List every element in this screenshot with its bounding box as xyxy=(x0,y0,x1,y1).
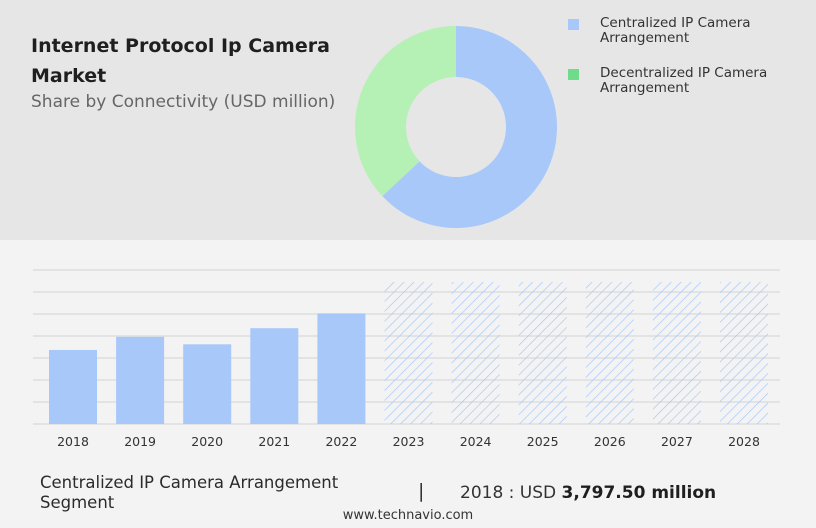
x-tick-label-2022: 2022 xyxy=(325,434,357,449)
x-tick-label-2023: 2023 xyxy=(393,434,425,449)
legend-label-decentralized: Decentralized IP Camera Arrangement xyxy=(600,65,768,96)
x-tick-label-2026: 2026 xyxy=(594,434,626,449)
legend-swatch-decentralized xyxy=(568,69,579,80)
donut-chart xyxy=(355,26,557,228)
x-tick-label-2024: 2024 xyxy=(460,434,492,449)
legend: Centralized IP Camera Arrangement Decent… xyxy=(568,16,808,116)
legend-item-decentralized: Decentralized IP Camera Arrangement xyxy=(568,66,808,96)
donut-slice-centralized xyxy=(382,26,557,228)
x-tick-label-2027: 2027 xyxy=(661,434,693,449)
x-tick-label-2020: 2020 xyxy=(191,434,223,449)
forecast-bar-2025 xyxy=(518,282,567,424)
bar-2018 xyxy=(49,349,97,424)
bar-2021 xyxy=(250,328,299,424)
bar-2019 xyxy=(116,336,165,424)
x-tick-label-2025: 2025 xyxy=(527,434,559,449)
bar-2020 xyxy=(183,344,232,424)
bar-chart: 2018 2019 2020 2021 2022 2023 2024 2025 2026 2027… xyxy=(33,269,780,449)
legend-label-centralized: Centralized IP Camera Arrangement xyxy=(600,15,751,46)
footer-year-prefix: 2018 : USD xyxy=(460,483,562,503)
forecast-bar-2023 xyxy=(384,282,433,424)
chart-title: Internet Protocol Ip Camera Market xyxy=(31,35,330,87)
x-tick-label-2019: 2019 xyxy=(124,434,156,449)
bar-2022 xyxy=(317,313,366,424)
legend-item-centralized: Centralized IP Camera Arrangement xyxy=(568,16,808,46)
legend-swatch-centralized xyxy=(568,19,579,30)
forecast-bar-2026 xyxy=(585,282,634,424)
forecast-bar-2028 xyxy=(720,282,768,424)
footer-website: www.technavio.com xyxy=(342,508,474,523)
forecast-bar-2027 xyxy=(652,282,701,424)
footer-value: 2018 : USD 3,797.50 million xyxy=(460,483,716,503)
footer-segment-label: Centralized IP Camera Arrangement Segmen… xyxy=(40,473,339,512)
chart-subtitle: Share by Connectivity (USD million) xyxy=(31,92,336,112)
forecast-bar-2024 xyxy=(451,282,500,424)
footer-separator: | xyxy=(418,480,425,502)
footer-value-amount: 3,797.50 million xyxy=(561,483,717,503)
x-tick-label-2021: 2021 xyxy=(258,434,290,449)
x-tick-label-2028: 2028 xyxy=(728,434,760,449)
x-tick-label-2018: 2018 xyxy=(57,434,89,449)
donut-slice-decentralized xyxy=(355,26,456,197)
